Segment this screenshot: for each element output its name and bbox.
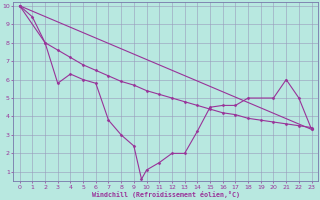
X-axis label: Windchill (Refroidissement éolien,°C): Windchill (Refroidissement éolien,°C) [92, 191, 240, 198]
